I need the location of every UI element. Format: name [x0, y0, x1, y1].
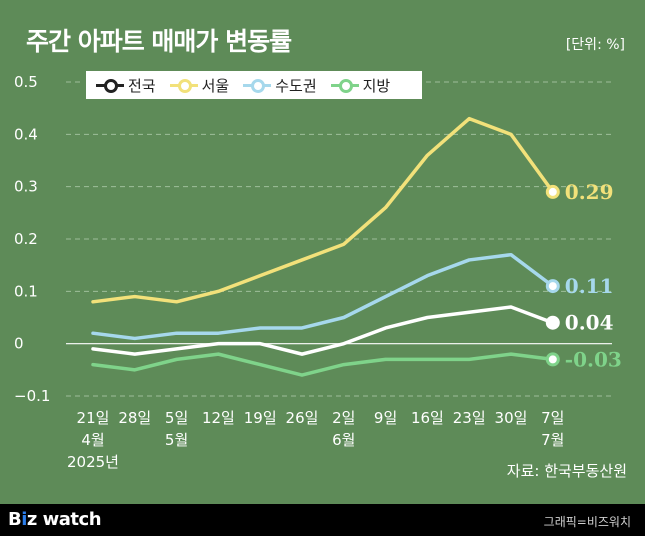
x-tick-label: 21일 [77, 409, 110, 427]
logo-letter-i: i [21, 509, 27, 530]
graphic-credit: 그래픽=비즈워치 [543, 515, 631, 529]
series-end-label: 0.11 [565, 274, 614, 298]
series-line [91, 252, 555, 341]
legend-label: 전국 [128, 76, 156, 95]
series-end-label: 0.29 [565, 180, 614, 204]
x-tick-label: 7일 [541, 409, 564, 427]
series-end-marker [545, 184, 560, 199]
x-tick-label: 12일 [202, 409, 235, 427]
series-end-marker [545, 279, 560, 294]
legend-marker-icon [169, 78, 198, 93]
x-tick-label: 9일 [374, 409, 397, 427]
series-line [91, 116, 555, 304]
y-tick-label: −0.1 [14, 387, 50, 405]
y-tick-label: 0.1 [14, 282, 38, 300]
x-tick-label: 4월 [81, 431, 104, 449]
logo-rest: z watch [26, 509, 102, 530]
x-tick-label: 2일 [332, 409, 355, 427]
y-tick-label: 0 [14, 335, 24, 353]
x-tick-label: 28일 [118, 409, 151, 427]
x-tick-label: 23일 [453, 409, 486, 427]
y-tick-label: 0.2 [14, 230, 38, 248]
legend: 전국 서울 수도권 지방 [84, 69, 424, 101]
legend-marker-icon [243, 78, 272, 93]
y-tick-label: 0.3 [14, 178, 38, 196]
legend-label: 서울 [201, 76, 230, 95]
source-label: 자료: 한국부동산원 [506, 462, 627, 480]
series-end-marker [545, 352, 560, 367]
unit-label: [단위: %] [565, 37, 625, 53]
footer-bar: Biz watch 그래픽=비즈워치 [0, 504, 645, 536]
x-tick-label: 6월 [332, 431, 355, 449]
series-end-marker [545, 315, 560, 330]
bizwatch-logo: Biz watch [8, 509, 102, 530]
legend-label: 수도권 [275, 76, 317, 95]
series-line [91, 352, 555, 377]
y-tick-label: 0.5 [14, 73, 38, 91]
series-line [91, 305, 555, 356]
legend-item: 수도권 [243, 75, 317, 96]
x-tick-label: 2025년 [67, 453, 119, 471]
legend-marker-icon [330, 78, 359, 93]
series-end-label: -0.03 [565, 347, 622, 371]
legend-item: 지방 [330, 75, 391, 96]
x-tick-label: 5월 [165, 431, 188, 449]
legend-item: 서울 [169, 75, 230, 96]
legend-marker-icon [96, 78, 124, 93]
series-end-label: 0.04 [565, 311, 614, 335]
logo-letter-b: B [8, 509, 22, 530]
x-tick-label: 7월 [541, 431, 564, 449]
line-chart: −0.1 0 0.1 0.2 0.3 0.4 0.5 21일 4월 2025년 28일 5일 5월 12일… [14, 73, 622, 471]
x-tick-label: 5일 [165, 409, 188, 427]
x-tick-label: 19일 [244, 409, 277, 427]
x-tick-label: 30일 [495, 409, 528, 427]
x-tick-label: 16일 [411, 409, 444, 427]
legend-item: 전국 [96, 75, 156, 96]
chart-title: 주간 아파트 매매가 변동률 [26, 27, 292, 56]
y-tick-label: 0.4 [14, 125, 38, 143]
x-tick-label: 26일 [286, 409, 319, 427]
legend-label: 지방 [362, 76, 391, 95]
